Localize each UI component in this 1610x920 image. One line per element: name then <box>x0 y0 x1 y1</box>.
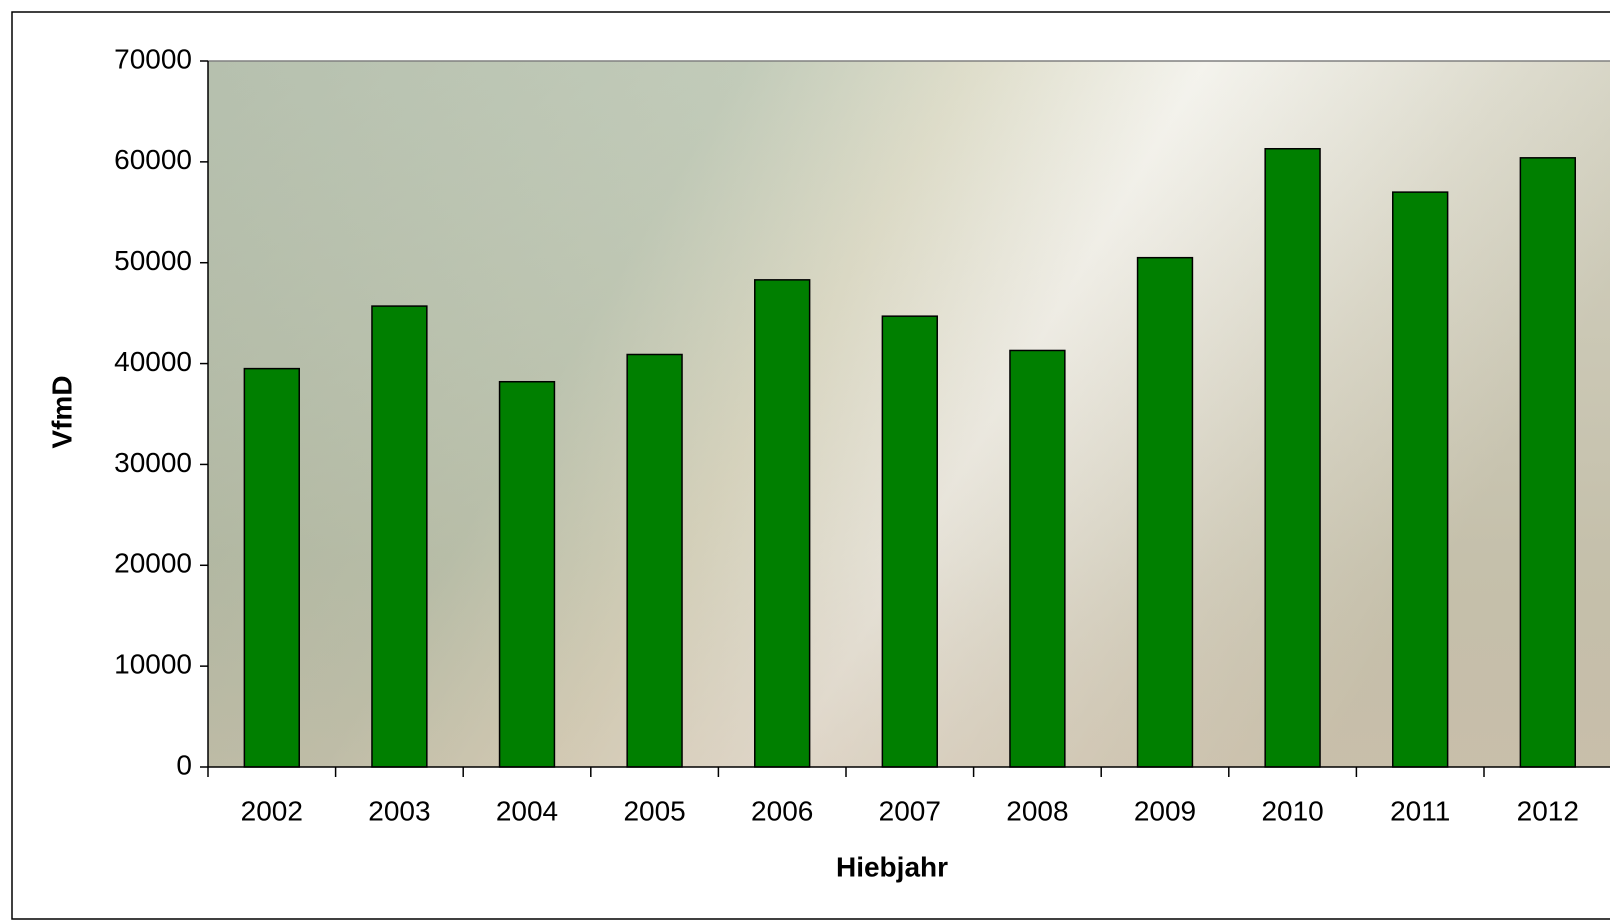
x-tick-label: 2007 <box>879 795 941 826</box>
x-tick-label: 2003 <box>368 795 430 826</box>
x-tick-label: 2004 <box>496 795 558 826</box>
y-tick-label: 50000 <box>114 245 192 276</box>
x-tick-label: 2012 <box>1517 795 1579 826</box>
x-tick-label: 2010 <box>1261 795 1323 826</box>
bar <box>1392 191 1449 768</box>
y-tick-label: 60000 <box>114 144 192 175</box>
y-axis-title: VfmD <box>46 375 77 448</box>
bar <box>371 305 428 768</box>
y-tick-label: 70000 <box>114 43 192 74</box>
bar <box>1519 157 1576 768</box>
y-tick-label: 40000 <box>114 346 192 377</box>
x-tick-label: 2009 <box>1134 795 1196 826</box>
x-tick-label: 2006 <box>751 795 813 826</box>
bar <box>1136 256 1194 768</box>
bar <box>754 279 811 768</box>
y-tick-label: 10000 <box>114 649 192 680</box>
bar <box>881 315 938 768</box>
x-axis-title: Hiebjahr <box>836 851 948 882</box>
x-tick-label: 2008 <box>1006 795 1068 826</box>
y-tick-label: 30000 <box>114 447 192 478</box>
bar <box>243 367 300 768</box>
bar <box>1264 147 1321 768</box>
x-tick-label: 2002 <box>241 795 303 826</box>
bar <box>1009 349 1066 768</box>
bar <box>626 353 683 768</box>
y-tick-label: 0 <box>176 749 192 780</box>
bar <box>498 380 556 768</box>
y-tick-label: 20000 <box>114 548 192 579</box>
x-tick-label: 2011 <box>1390 795 1450 826</box>
x-tick-label: 2005 <box>623 795 685 826</box>
